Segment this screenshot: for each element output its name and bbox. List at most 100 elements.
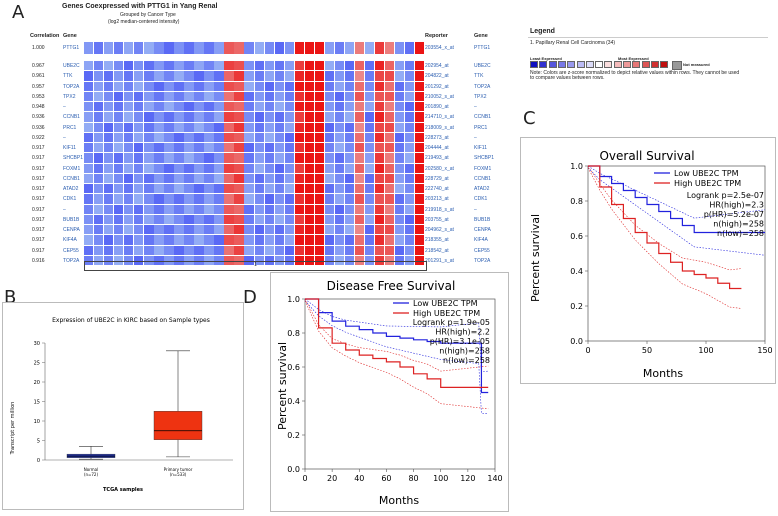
heatmap-cell (394, 112, 406, 123)
heatmap-cell (144, 245, 155, 256)
gene-link[interactable]: CDK1 (63, 196, 77, 203)
gene-link[interactable]: TOP2A (63, 257, 80, 264)
reporter-link[interactable]: 201890_at (425, 104, 449, 110)
heatmap-cell (104, 42, 115, 56)
heatmap-cell (224, 194, 235, 205)
gene-link[interactable]: – (63, 104, 66, 110)
heatmap-cell (324, 225, 336, 236)
gene-link[interactable]: CCNB1 (63, 114, 80, 121)
gene-link[interactable]: CCNB1 (474, 114, 491, 121)
reporter-link[interactable]: 201292_at (425, 83, 449, 90)
heatmap-cell (414, 184, 426, 195)
gene-link[interactable]: TOP2A (474, 257, 491, 264)
heatmap-cell (244, 122, 255, 133)
reporter-link[interactable]: 204962_s_at (425, 227, 454, 233)
heatmap-cell (104, 71, 115, 82)
gene-link[interactable]: – (474, 134, 477, 141)
heatmap-cell (134, 163, 145, 174)
heatmap-cell (364, 143, 376, 154)
heatmap-cell (114, 194, 125, 205)
heatmap-cell (344, 245, 356, 256)
reporter-link[interactable]: 203213_at (425, 196, 449, 203)
heatmap-cell (384, 163, 396, 174)
reporter-link[interactable]: 228729_at (425, 175, 449, 182)
reporter-link[interactable]: 218542_at (425, 247, 449, 254)
gene-link[interactable]: CENPA (474, 227, 491, 233)
gene-link[interactable]: PRC1 (63, 124, 77, 131)
reporter-link[interactable]: 204822_at (425, 73, 449, 80)
legend-swatch (650, 61, 659, 68)
gene-link[interactable]: PRC1 (474, 124, 488, 131)
gene-link[interactable]: BUB1B (474, 216, 491, 223)
heatmap-cell (414, 112, 426, 123)
reporter-link[interactable]: 222740_at (425, 186, 449, 192)
reporter-link[interactable]: 214710_s_at (425, 114, 454, 121)
gene-link[interactable]: KIF11 (474, 145, 487, 151)
gene-link[interactable]: TPX2 (63, 93, 76, 100)
reporter-link[interactable]: 218009_s_at (425, 124, 454, 131)
gene-link[interactable]: SHCBP1 (474, 155, 495, 162)
heatmap-cell (174, 214, 185, 225)
reporter-link[interactable]: 202580_x_at (425, 165, 454, 172)
gene-link[interactable]: FOXM1 (474, 165, 492, 172)
reporter-link[interactable]: 203755_at (425, 216, 449, 223)
gene-link[interactable]: CCNB1 (63, 175, 80, 182)
reporter-link[interactable]: 203554_x_at (425, 45, 454, 51)
heatmap-cell (324, 61, 336, 72)
heatmap-cell (184, 194, 195, 205)
reporter-link[interactable]: 204444_at (425, 145, 449, 151)
heatmap-cell (134, 184, 145, 195)
gene-link[interactable]: CENPA (63, 227, 80, 233)
gene-link[interactable]: PTTG1 (63, 45, 80, 51)
legend-swatch (530, 61, 538, 68)
heatmap-row: 0.917 CCNB1 228729_at CCNB1 (30, 173, 530, 184)
heatmap-cell (364, 225, 376, 236)
gene-link[interactable]: CEP55 (63, 247, 79, 254)
y-tick-label: 0.8 (570, 197, 583, 206)
reporter-link[interactable]: 210052_s_at (425, 93, 454, 100)
gene-link[interactable]: TTK (63, 73, 73, 80)
gene-link[interactable]: BUB1B (63, 216, 80, 223)
reporter-link[interactable]: 228273_at (425, 134, 449, 141)
gene-link[interactable]: CCNB1 (474, 175, 491, 182)
heatmap-cell (244, 214, 255, 225)
gene-link[interactable]: TOP2A (474, 83, 491, 90)
gene-link[interactable]: ATAD2 (474, 186, 490, 192)
gene-link[interactable]: TTK (474, 73, 484, 80)
gene-link[interactable]: CDK1 (474, 196, 488, 203)
heatmap-cell (324, 112, 336, 123)
gene-link[interactable]: TPX2 (474, 93, 487, 100)
gene-link[interactable]: KIF4A (63, 237, 77, 244)
heatmap-cell (304, 132, 315, 143)
reporter-link[interactable]: 219918_s_at (425, 206, 454, 213)
heatmap-cell (274, 153, 285, 164)
heatmap-cell (364, 132, 376, 143)
reporter-link[interactable]: 218355_at (425, 237, 449, 244)
gene-link[interactable]: – (63, 134, 66, 141)
heatmap-cell (244, 194, 255, 205)
correlation-value: 0.961 (32, 73, 45, 80)
gene-link[interactable]: PTTG1 (474, 45, 491, 51)
gene-link[interactable]: KIF4A (474, 237, 488, 244)
heatmap-cell (184, 214, 195, 225)
gene-link[interactable]: KIF11 (63, 145, 76, 151)
gene-link[interactable]: – (474, 104, 477, 110)
gene-link[interactable]: – (474, 206, 477, 213)
gene-link[interactable]: – (63, 206, 66, 213)
heatmap-cell (314, 132, 325, 143)
gene-link[interactable]: TOP2A (63, 83, 80, 90)
gene-link[interactable]: ATAD2 (63, 186, 79, 192)
heatmap-cell (214, 143, 225, 154)
heatmap-cell (94, 122, 105, 133)
gene-link[interactable]: UBE2C (474, 63, 491, 69)
gene-link[interactable]: FOXM1 (63, 165, 81, 172)
reporter-link[interactable]: 202954_at (425, 63, 449, 69)
reporter-link[interactable]: 219493_at (425, 155, 449, 162)
gene-link[interactable]: CEP55 (474, 247, 490, 254)
gene-link[interactable]: UBE2C (63, 63, 80, 69)
reporter-link[interactable]: 201291_s_at (425, 257, 454, 264)
gene-link[interactable]: SHCBP1 (63, 155, 84, 162)
heatmap-cell (284, 173, 295, 184)
heatmap-cell (284, 204, 295, 215)
heatmap-cell (264, 102, 275, 113)
